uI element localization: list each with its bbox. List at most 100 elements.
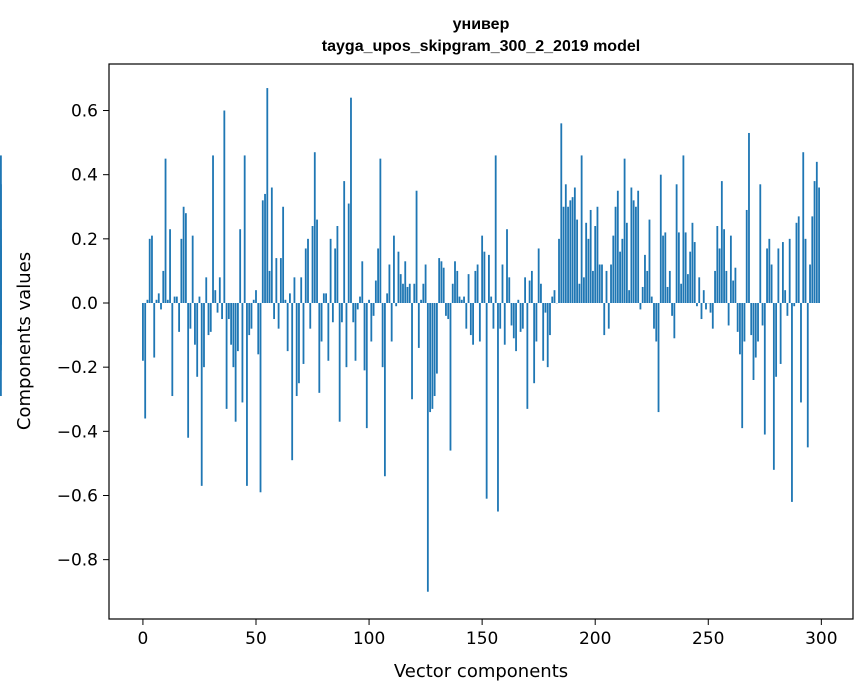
bar <box>381 303 384 368</box>
bar <box>648 219 651 303</box>
bar <box>772 303 775 470</box>
bar <box>0 303 2 345</box>
bar <box>302 303 305 364</box>
bar <box>252 299 255 303</box>
bar <box>359 296 361 304</box>
bar <box>417 303 420 348</box>
bar <box>797 216 800 303</box>
bar <box>298 303 300 384</box>
bar <box>777 248 780 304</box>
bar <box>0 184 2 303</box>
bar <box>616 190 619 303</box>
bar <box>641 286 644 303</box>
bar <box>173 296 176 304</box>
bar <box>809 264 811 304</box>
bar <box>476 264 479 304</box>
bar <box>0 303 2 323</box>
bar <box>275 258 278 303</box>
bar <box>187 303 190 438</box>
bar <box>411 303 413 400</box>
bar <box>142 303 144 361</box>
bar <box>546 303 549 368</box>
bar <box>576 219 579 303</box>
x-axis-label: Vector components <box>394 661 568 682</box>
bar <box>775 303 778 377</box>
bar-series <box>0 88 820 592</box>
bar <box>533 303 536 384</box>
bar <box>166 299 169 303</box>
bar <box>374 280 377 304</box>
bar <box>322 293 325 303</box>
bar <box>266 88 269 303</box>
bar <box>637 190 640 303</box>
bar <box>795 222 798 303</box>
y-axis-ticks: −0.8 −0.6 −0.4 −0.2 0.0 0.2 0.4 0.6 <box>57 102 109 571</box>
bar <box>180 238 183 303</box>
bar <box>687 274 689 303</box>
bar <box>526 303 529 409</box>
bar <box>433 303 436 397</box>
bar <box>671 303 673 316</box>
bar <box>573 187 576 303</box>
bar <box>440 261 443 304</box>
bar <box>562 206 565 303</box>
bar <box>587 238 590 303</box>
bar <box>490 296 493 304</box>
bar <box>331 303 334 323</box>
bar <box>255 290 257 303</box>
bar <box>431 303 434 409</box>
bar <box>515 303 517 352</box>
bar <box>169 229 171 304</box>
bar <box>153 303 156 358</box>
bar <box>512 303 515 339</box>
bar <box>234 303 237 422</box>
bar <box>350 97 352 304</box>
plot-frame <box>108 63 854 620</box>
bar <box>549 303 551 336</box>
bar <box>469 303 472 336</box>
bar <box>650 296 653 304</box>
bar <box>343 181 346 304</box>
bar <box>279 258 282 303</box>
bar <box>237 303 239 352</box>
bar <box>619 251 621 303</box>
bar <box>743 303 746 342</box>
bar <box>352 303 355 323</box>
bar <box>259 303 262 493</box>
bar <box>404 261 407 304</box>
bar <box>582 277 585 303</box>
bar <box>811 216 814 303</box>
bar <box>478 303 481 342</box>
y-axis-label: Components values <box>14 252 35 430</box>
bar <box>806 303 809 448</box>
bar <box>761 303 764 326</box>
bar <box>155 299 158 303</box>
bar <box>307 238 309 303</box>
bar <box>295 303 298 397</box>
bar <box>646 270 649 303</box>
bar <box>465 303 468 329</box>
bar <box>610 264 612 304</box>
bar <box>659 174 662 303</box>
bar <box>791 303 793 502</box>
bar <box>200 303 203 486</box>
bar <box>214 290 217 303</box>
bar <box>558 238 560 303</box>
bar <box>655 303 658 342</box>
bar <box>560 123 563 303</box>
bar <box>653 303 655 329</box>
bar <box>144 303 147 419</box>
y-tick-label: 0.6 <box>71 102 98 122</box>
bar <box>239 229 242 304</box>
bar <box>336 226 339 303</box>
bar <box>309 303 312 329</box>
bar <box>510 303 513 326</box>
bar <box>311 226 314 303</box>
bar <box>804 238 807 303</box>
x-tick-label: 200 <box>579 629 611 649</box>
bar <box>241 303 244 403</box>
bar <box>700 303 703 320</box>
bar <box>438 258 441 303</box>
bar <box>361 261 364 304</box>
bar <box>716 226 719 303</box>
